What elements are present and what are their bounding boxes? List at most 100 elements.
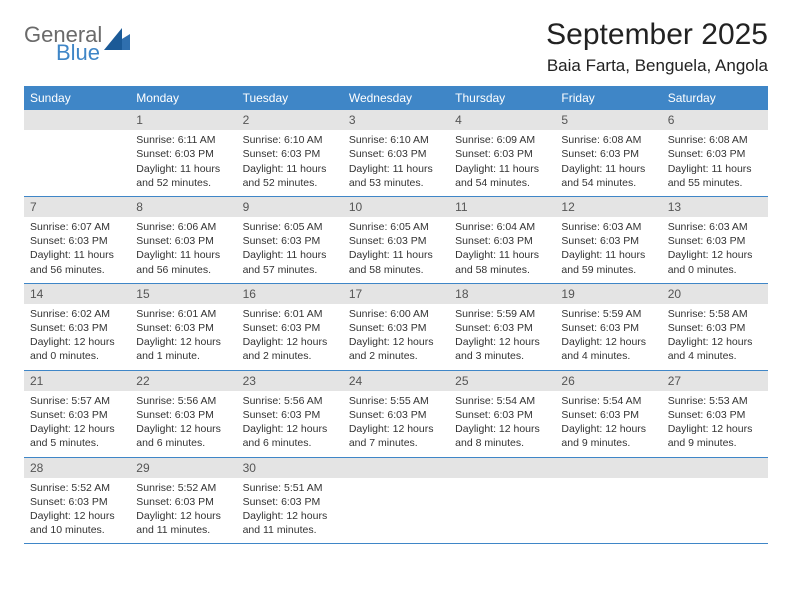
sunrise-text: Sunrise: 5:56 AM	[243, 394, 337, 408]
day-cell: 18Sunrise: 5:59 AMSunset: 6:03 PMDayligh…	[449, 284, 555, 370]
day-body: Sunrise: 5:58 AMSunset: 6:03 PMDaylight:…	[662, 304, 768, 370]
daylight-text: Daylight: 11 hours and 55 minutes.	[668, 162, 762, 190]
sunset-text: Sunset: 6:03 PM	[30, 321, 124, 335]
brand-mark-icon	[104, 28, 130, 50]
day-body: Sunrise: 6:08 AMSunset: 6:03 PMDaylight:…	[555, 130, 661, 196]
day-number-empty	[24, 110, 130, 130]
day-cell: 7Sunrise: 6:07 AMSunset: 6:03 PMDaylight…	[24, 197, 130, 283]
day-number: 12	[555, 197, 661, 217]
daylight-text: Daylight: 12 hours and 2 minutes.	[349, 335, 443, 363]
day-number-empty	[449, 458, 555, 478]
sunset-text: Sunset: 6:03 PM	[30, 234, 124, 248]
sunset-text: Sunset: 6:03 PM	[243, 321, 337, 335]
day-cell	[555, 458, 661, 544]
day-body: Sunrise: 6:09 AMSunset: 6:03 PMDaylight:…	[449, 130, 555, 196]
daylight-text: Daylight: 12 hours and 9 minutes.	[668, 422, 762, 450]
day-cell: 22Sunrise: 5:56 AMSunset: 6:03 PMDayligh…	[130, 371, 236, 457]
day-number-empty	[555, 458, 661, 478]
day-number: 27	[662, 371, 768, 391]
sunrise-text: Sunrise: 6:01 AM	[243, 307, 337, 321]
sunset-text: Sunset: 6:03 PM	[30, 408, 124, 422]
day-body: Sunrise: 5:56 AMSunset: 6:03 PMDaylight:…	[130, 391, 236, 457]
sunset-text: Sunset: 6:03 PM	[30, 495, 124, 509]
day-number: 5	[555, 110, 661, 130]
day-body: Sunrise: 5:55 AMSunset: 6:03 PMDaylight:…	[343, 391, 449, 457]
day-number: 15	[130, 284, 236, 304]
daylight-text: Daylight: 12 hours and 10 minutes.	[30, 509, 124, 537]
sunrise-text: Sunrise: 5:59 AM	[455, 307, 549, 321]
day-cell	[343, 458, 449, 544]
day-body: Sunrise: 5:53 AMSunset: 6:03 PMDaylight:…	[662, 391, 768, 457]
day-cell: 2Sunrise: 6:10 AMSunset: 6:03 PMDaylight…	[237, 110, 343, 196]
daylight-text: Daylight: 12 hours and 6 minutes.	[136, 422, 230, 450]
day-cell: 1Sunrise: 6:11 AMSunset: 6:03 PMDaylight…	[130, 110, 236, 196]
sunrise-text: Sunrise: 6:05 AM	[243, 220, 337, 234]
day-number-empty	[662, 458, 768, 478]
sunset-text: Sunset: 6:03 PM	[136, 495, 230, 509]
day-cell: 9Sunrise: 6:05 AMSunset: 6:03 PMDaylight…	[237, 197, 343, 283]
daylight-text: Daylight: 12 hours and 5 minutes.	[30, 422, 124, 450]
day-number: 13	[662, 197, 768, 217]
sunrise-text: Sunrise: 6:08 AM	[668, 133, 762, 147]
day-number: 3	[343, 110, 449, 130]
sunrise-text: Sunrise: 6:10 AM	[349, 133, 443, 147]
page-title: September 2025	[546, 18, 768, 52]
dow-wednesday: Wednesday	[343, 86, 449, 110]
day-body: Sunrise: 6:06 AMSunset: 6:03 PMDaylight:…	[130, 217, 236, 283]
sunset-text: Sunset: 6:03 PM	[243, 147, 337, 161]
sunrise-text: Sunrise: 6:05 AM	[349, 220, 443, 234]
sunset-text: Sunset: 6:03 PM	[349, 408, 443, 422]
day-number: 14	[24, 284, 130, 304]
day-cell	[449, 458, 555, 544]
daylight-text: Daylight: 12 hours and 1 minute.	[136, 335, 230, 363]
day-body: Sunrise: 6:11 AMSunset: 6:03 PMDaylight:…	[130, 130, 236, 196]
day-body: Sunrise: 6:00 AMSunset: 6:03 PMDaylight:…	[343, 304, 449, 370]
day-body: Sunrise: 5:52 AMSunset: 6:03 PMDaylight:…	[130, 478, 236, 544]
day-body: Sunrise: 6:05 AMSunset: 6:03 PMDaylight:…	[343, 217, 449, 283]
dow-saturday: Saturday	[662, 86, 768, 110]
day-number: 2	[237, 110, 343, 130]
day-of-week-header: Sunday Monday Tuesday Wednesday Thursday…	[24, 86, 768, 110]
day-body: Sunrise: 5:59 AMSunset: 6:03 PMDaylight:…	[449, 304, 555, 370]
sunrise-text: Sunrise: 5:55 AM	[349, 394, 443, 408]
daylight-text: Daylight: 12 hours and 0 minutes.	[30, 335, 124, 363]
day-cell: 3Sunrise: 6:10 AMSunset: 6:03 PMDaylight…	[343, 110, 449, 196]
sunrise-text: Sunrise: 6:03 AM	[561, 220, 655, 234]
day-cell: 25Sunrise: 5:54 AMSunset: 6:03 PMDayligh…	[449, 371, 555, 457]
day-cell: 26Sunrise: 5:54 AMSunset: 6:03 PMDayligh…	[555, 371, 661, 457]
daylight-text: Daylight: 11 hours and 56 minutes.	[136, 248, 230, 276]
sunrise-text: Sunrise: 6:04 AM	[455, 220, 549, 234]
sunset-text: Sunset: 6:03 PM	[136, 147, 230, 161]
day-number: 24	[343, 371, 449, 391]
day-cell: 12Sunrise: 6:03 AMSunset: 6:03 PMDayligh…	[555, 197, 661, 283]
brand-text: General Blue	[24, 24, 102, 64]
day-cell: 28Sunrise: 5:52 AMSunset: 6:03 PMDayligh…	[24, 458, 130, 544]
sunset-text: Sunset: 6:03 PM	[455, 147, 549, 161]
location-subtitle: Baia Farta, Benguela, Angola	[546, 56, 768, 76]
header: General Blue September 2025 Baia Farta, …	[24, 18, 768, 76]
title-block: September 2025 Baia Farta, Benguela, Ang…	[546, 18, 768, 76]
daylight-text: Daylight: 12 hours and 11 minutes.	[136, 509, 230, 537]
day-cell: 24Sunrise: 5:55 AMSunset: 6:03 PMDayligh…	[343, 371, 449, 457]
sunset-text: Sunset: 6:03 PM	[668, 321, 762, 335]
day-number: 21	[24, 371, 130, 391]
sunset-text: Sunset: 6:03 PM	[455, 234, 549, 248]
day-body: Sunrise: 6:04 AMSunset: 6:03 PMDaylight:…	[449, 217, 555, 283]
daylight-text: Daylight: 11 hours and 53 minutes.	[349, 162, 443, 190]
sunrise-text: Sunrise: 6:08 AM	[561, 133, 655, 147]
day-cell	[662, 458, 768, 544]
sunset-text: Sunset: 6:03 PM	[136, 408, 230, 422]
sunrise-text: Sunrise: 5:58 AM	[668, 307, 762, 321]
brand-logo: General Blue	[24, 18, 130, 64]
day-body: Sunrise: 5:54 AMSunset: 6:03 PMDaylight:…	[449, 391, 555, 457]
sunset-text: Sunset: 6:03 PM	[561, 321, 655, 335]
daylight-text: Daylight: 12 hours and 7 minutes.	[349, 422, 443, 450]
daylight-text: Daylight: 12 hours and 6 minutes.	[243, 422, 337, 450]
day-body: Sunrise: 6:07 AMSunset: 6:03 PMDaylight:…	[24, 217, 130, 283]
sunset-text: Sunset: 6:03 PM	[349, 234, 443, 248]
week-row: 1Sunrise: 6:11 AMSunset: 6:03 PMDaylight…	[24, 110, 768, 197]
day-number: 19	[555, 284, 661, 304]
sunset-text: Sunset: 6:03 PM	[136, 321, 230, 335]
day-body: Sunrise: 6:03 AMSunset: 6:03 PMDaylight:…	[662, 217, 768, 283]
day-body: Sunrise: 6:02 AMSunset: 6:03 PMDaylight:…	[24, 304, 130, 370]
